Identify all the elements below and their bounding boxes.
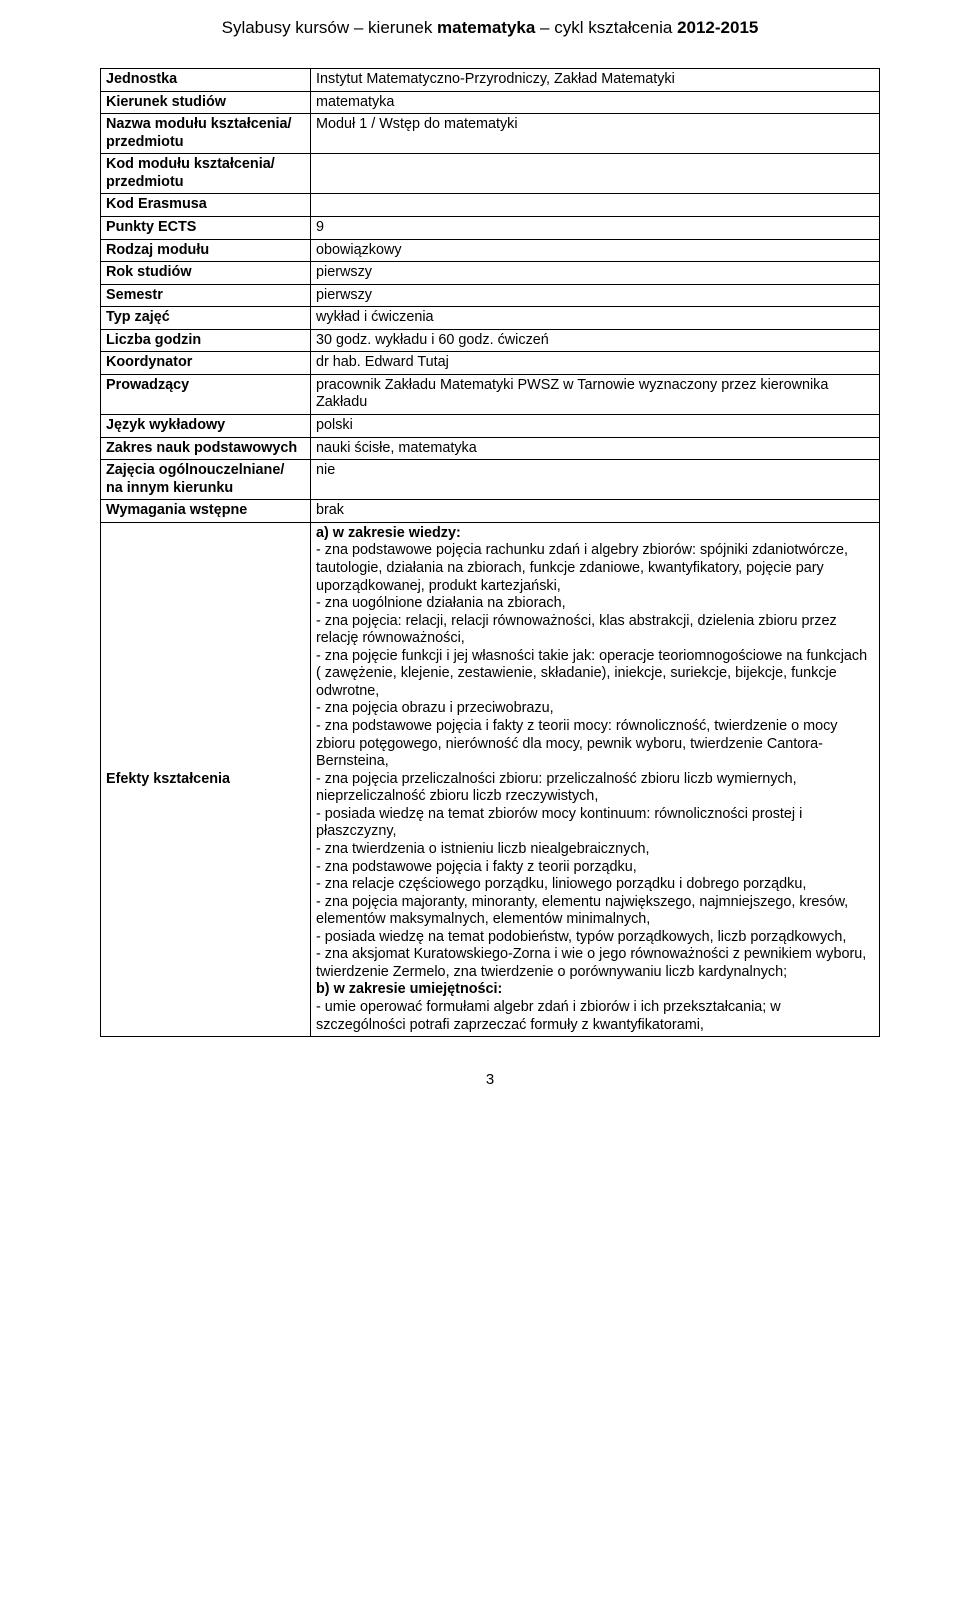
table-row: Nazwa modułu kształcenia/ przedmiotuModu… [101, 114, 880, 154]
row-label: Typ zajęć [101, 307, 311, 330]
table-row: Wymagania wstępnebrak [101, 500, 880, 523]
row-label: Rok studiów [101, 262, 311, 285]
row-label: Nazwa modułu kształcenia/ przedmiotu [101, 114, 311, 154]
row-label: Jednostka [101, 69, 311, 92]
row-label: Kierunek studiów [101, 91, 311, 114]
efekty-line: - posiada wiedzę na temat zbiorów mocy k… [316, 806, 874, 841]
header-keyword-1: matematyka [437, 18, 535, 37]
row-value [311, 154, 880, 194]
table-row: Typ zajęćwykład i ćwiczenia [101, 307, 880, 330]
row-label: Zajęcia ogólnouczelniane/ na innym kieru… [101, 460, 311, 500]
row-label: Kod modułu kształcenia/ przedmiotu [101, 154, 311, 194]
row-value: matematyka [311, 91, 880, 114]
efekty-line: - zna relacje częściowego porządku, lini… [316, 876, 874, 894]
row-value: brak [311, 500, 880, 523]
row-label: Zakres nauk podstawowych [101, 437, 311, 460]
header-text-1: Sylabusy kursów – kierunek [222, 18, 437, 37]
header-text-2: – cykl kształcenia [535, 18, 677, 37]
syllabus-table: JednostkaInstytut Matematyczno-Przyrodni… [100, 68, 880, 1037]
row-label: Punkty ECTS [101, 216, 311, 239]
row-value: 30 godz. wykładu i 60 godz. ćwiczeń [311, 329, 880, 352]
efekty-line: - zna twierdzenia o istnieniu liczb niea… [316, 841, 874, 859]
table-row: Koordynatordr hab. Edward Tutaj [101, 352, 880, 375]
table-row: Liczba godzin30 godz. wykładu i 60 godz.… [101, 329, 880, 352]
efekty-heading-a: a) w zakresie wiedzy: [316, 525, 874, 543]
row-label: Wymagania wstępne [101, 500, 311, 523]
page-number: 3 [100, 1071, 880, 1088]
table-row: JednostkaInstytut Matematyczno-Przyrodni… [101, 69, 880, 92]
row-value [311, 194, 880, 217]
row-label: Język wykładowy [101, 415, 311, 438]
table-row: Zakres nauk podstawowychnauki ścisłe, ma… [101, 437, 880, 460]
page-header: Sylabusy kursów – kierunek matematyka – … [100, 18, 880, 38]
efekty-line: - posiada wiedzę na temat podobieństw, t… [316, 929, 874, 947]
efekty-line: - zna podstawowe pojęcia rachunku zdań i… [316, 542, 874, 595]
row-value: polski [311, 415, 880, 438]
efekty-heading-b: b) w zakresie umiejętności: [316, 981, 874, 999]
table-row: Kierunek studiówmatematyka [101, 91, 880, 114]
row-value: Instytut Matematyczno-Przyrodniczy, Zakł… [311, 69, 880, 92]
table-row: Semestrpierwszy [101, 284, 880, 307]
row-value: a) w zakresie wiedzy:- zna podstawowe po… [311, 522, 880, 1036]
efekty-line: - zna pojęcia majoranty, minoranty, elem… [316, 894, 874, 929]
efekty-line: - zna pojęcia obrazu i przeciwobrazu, [316, 700, 874, 718]
table-row: Język wykładowypolski [101, 415, 880, 438]
table-row: Punkty ECTS9 [101, 216, 880, 239]
efekty-line: - zna uogólnione działania na zbiorach, [316, 595, 874, 613]
table-row: Rok studiówpierwszy [101, 262, 880, 285]
row-label: Liczba godzin [101, 329, 311, 352]
row-value: dr hab. Edward Tutaj [311, 352, 880, 375]
table-row: Zajęcia ogólnouczelniane/ na innym kieru… [101, 460, 880, 500]
row-label: Koordynator [101, 352, 311, 375]
table-row: Kod modułu kształcenia/ przedmiotu [101, 154, 880, 194]
row-value: obowiązkowy [311, 239, 880, 262]
efekty-line: - zna podstawowe pojęcia i fakty z teori… [316, 718, 874, 771]
document-page: Sylabusy kursów – kierunek matematyka – … [0, 0, 960, 1118]
row-value: pracownik Zakładu Matematyki PWSZ w Tarn… [311, 374, 880, 414]
efekty-line: - zna podstawowe pojęcia i fakty z teori… [316, 859, 874, 877]
efekty-line: - zna aksjomat Kuratowskiego-Zorna i wie… [316, 946, 874, 981]
table-row: Efekty kształceniaa) w zakresie wiedzy:-… [101, 522, 880, 1036]
row-value: 9 [311, 216, 880, 239]
row-value: wykład i ćwiczenia [311, 307, 880, 330]
row-value: pierwszy [311, 284, 880, 307]
row-label: Rodzaj modułu [101, 239, 311, 262]
efekty-line: - zna pojęcia: relacji, relacji równoważ… [316, 613, 874, 648]
row-label: Semestr [101, 284, 311, 307]
row-label: Efekty kształcenia [101, 522, 311, 1036]
row-value: nauki ścisłe, matematyka [311, 437, 880, 460]
table-row: Kod Erasmusa [101, 194, 880, 217]
efekty-line: - zna pojęcia przeliczalności zbioru: pr… [316, 771, 874, 806]
row-value: Moduł 1 / Wstęp do matematyki [311, 114, 880, 154]
row-value: pierwszy [311, 262, 880, 285]
row-value: nie [311, 460, 880, 500]
row-label: Kod Erasmusa [101, 194, 311, 217]
efekty-line: - zna pojęcie funkcji i jej własności ta… [316, 648, 874, 701]
efekty-line: - umie operować formułami algebr zdań i … [316, 999, 874, 1034]
table-row: Prowadzącypracownik Zakładu Matematyki P… [101, 374, 880, 414]
header-keyword-2: 2012-2015 [677, 18, 758, 37]
row-label: Prowadzący [101, 374, 311, 414]
table-row: Rodzaj modułuobowiązkowy [101, 239, 880, 262]
